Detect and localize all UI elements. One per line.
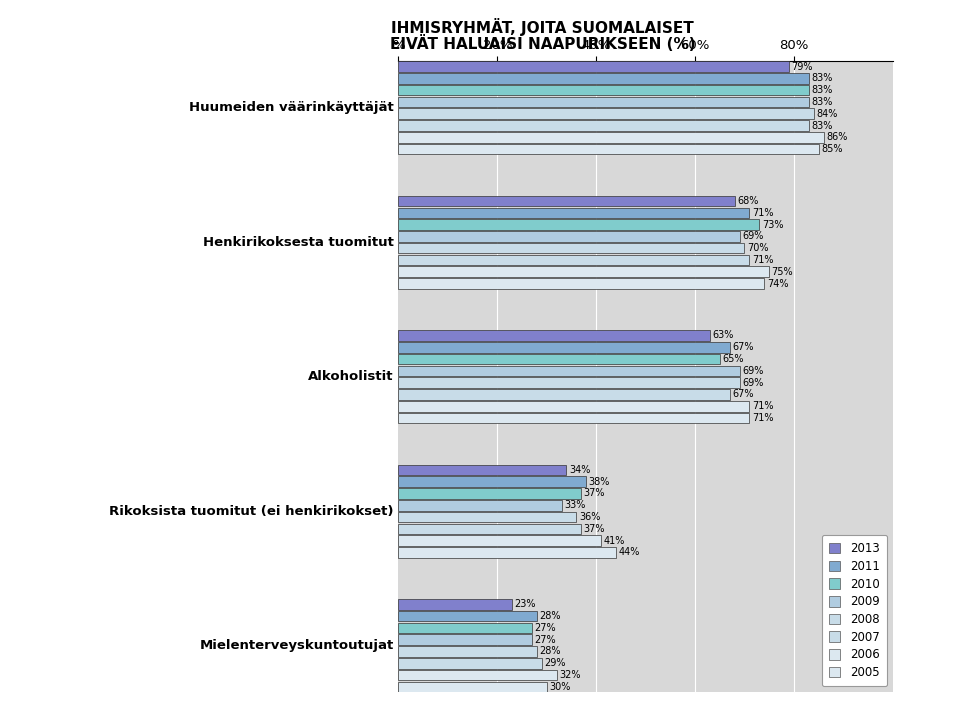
Text: 69%: 69% [742,366,763,376]
Bar [398,412,750,423]
Bar [398,354,720,364]
Text: Alkoholistit: Alkoholistit [308,370,394,384]
Bar [398,342,730,353]
Text: 83%: 83% [811,85,832,95]
Text: 38%: 38% [588,477,611,487]
Text: 63%: 63% [712,330,733,340]
Text: Mielenterveyskuntoutujat: Mielenterveyskuntoutujat [200,639,394,652]
Text: 65%: 65% [722,354,744,364]
Text: 29%: 29% [544,658,565,668]
Text: 27%: 27% [535,634,556,645]
Text: Henkirikoksesta tuomitut: Henkirikoksesta tuomitut [203,236,394,249]
Text: 28%: 28% [540,647,561,657]
Text: 37%: 37% [584,524,606,534]
Bar [398,401,750,412]
Bar [398,108,814,119]
Text: 83%: 83% [811,120,832,131]
Text: Rikoksista tuomitut (ei henkirikokset): Rikoksista tuomitut (ei henkirikokset) [109,505,394,518]
Bar [398,547,616,558]
Bar [398,464,566,475]
Text: EIVÄT HALUAISI NAAPURIKSEEN (%): EIVÄT HALUAISI NAAPURIKSEEN (%) [390,35,695,52]
Bar [398,611,537,622]
Text: 71%: 71% [752,401,774,411]
Text: 85%: 85% [821,144,843,154]
Text: 84%: 84% [816,109,837,119]
Bar [398,97,808,107]
Text: 70%: 70% [747,243,768,253]
Text: 69%: 69% [742,378,763,388]
Bar [398,278,764,289]
Bar [398,143,819,154]
Bar [398,120,808,131]
Text: 37%: 37% [584,488,606,498]
Text: 67%: 67% [732,342,754,353]
Bar [398,267,769,277]
Text: 71%: 71% [752,413,774,423]
Bar [398,243,745,254]
Text: 33%: 33% [564,500,586,510]
Bar [398,366,739,376]
Bar [398,330,709,341]
Text: 44%: 44% [618,547,639,557]
Bar [398,389,730,399]
Bar [398,477,587,487]
Text: 83%: 83% [811,74,832,84]
Bar [398,599,512,610]
Text: 34%: 34% [569,465,590,475]
Text: 71%: 71% [752,255,774,265]
Text: 83%: 83% [811,97,832,107]
Bar [398,85,808,95]
Bar [398,255,750,265]
Text: 30%: 30% [549,682,570,692]
Text: 67%: 67% [732,389,754,399]
Bar [398,132,824,143]
Bar [398,658,541,668]
Bar [398,646,537,657]
Bar [398,523,582,534]
Text: 73%: 73% [762,220,783,229]
Text: 41%: 41% [604,536,625,546]
Text: 68%: 68% [737,196,758,206]
Text: 79%: 79% [791,61,813,71]
Bar [398,377,739,388]
Bar [398,623,532,633]
Text: 32%: 32% [559,670,581,680]
Bar [398,195,734,206]
Text: Huumeiden väärinkäyttäjät: Huumeiden väärinkäyttäjät [189,102,394,115]
Text: 23%: 23% [515,599,536,609]
Bar [398,208,750,218]
Bar [398,535,601,546]
Bar [398,634,532,645]
Text: 69%: 69% [742,231,763,242]
Bar [398,670,557,681]
Bar [398,61,789,72]
Bar [398,681,547,692]
Bar [398,73,808,84]
Bar [398,219,759,230]
Text: 36%: 36% [579,512,600,522]
Bar [398,500,562,510]
Bar [398,488,582,499]
Text: 74%: 74% [767,278,788,288]
Legend: 2013, 2011, 2010, 2009, 2008, 2007, 2006, 2005: 2013, 2011, 2010, 2009, 2008, 2007, 2006… [822,535,887,686]
Bar [398,231,739,242]
Bar [398,512,576,522]
Text: 75%: 75% [772,267,793,277]
Text: 28%: 28% [540,611,561,621]
Text: 71%: 71% [752,208,774,218]
Text: 27%: 27% [535,623,556,633]
Text: IHMISRYHMÄT, JOITA SUOMALAISET: IHMISRYHMÄT, JOITA SUOMALAISET [391,18,694,36]
Text: 86%: 86% [826,133,848,142]
